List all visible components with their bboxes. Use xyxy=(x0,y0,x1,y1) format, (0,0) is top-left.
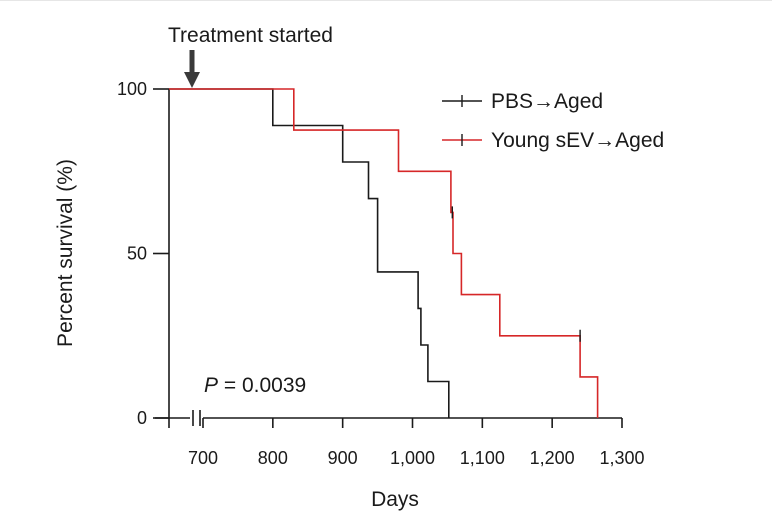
x-ticks: 700 800 900 1,000 1,100 1,200 1,300 xyxy=(168,418,645,468)
y-axis-title: Percent survival (%) xyxy=(54,159,77,347)
series-line-pbs xyxy=(169,88,450,418)
x-tick-label: 1,300 xyxy=(599,448,644,468)
treatment-started-label: Treatment started xyxy=(168,24,333,47)
legend-label-pbs: PBS→Aged xyxy=(491,90,603,113)
x-tick-label: 1,200 xyxy=(530,448,575,468)
x-tick-label: 800 xyxy=(258,448,288,468)
p-value-annotation: P = 0.0039 xyxy=(204,374,306,397)
y-ticks: 0 50 100 xyxy=(117,79,169,428)
p-value-letter: P xyxy=(204,374,218,397)
series-line-young-sev xyxy=(169,88,599,418)
y-tick-label: 50 xyxy=(127,244,147,264)
top-divider xyxy=(0,0,772,1)
x-tick-label: 900 xyxy=(328,448,358,468)
x-tick-label: 1,000 xyxy=(390,448,435,468)
treatment-arrow-icon xyxy=(184,50,200,88)
x-axis-title: Days xyxy=(371,488,419,511)
y-tick-label: 0 xyxy=(137,408,147,428)
legend-label-young-sev: Young sEV→Aged xyxy=(491,129,664,152)
x-tick-label: 700 xyxy=(188,448,218,468)
series-group xyxy=(169,88,599,418)
legend: PBS→Aged Young sEV→Aged xyxy=(442,90,664,152)
x-tick-label: 1,100 xyxy=(460,448,505,468)
p-value-number: = 0.0039 xyxy=(218,374,306,397)
y-tick-label: 100 xyxy=(117,79,147,99)
